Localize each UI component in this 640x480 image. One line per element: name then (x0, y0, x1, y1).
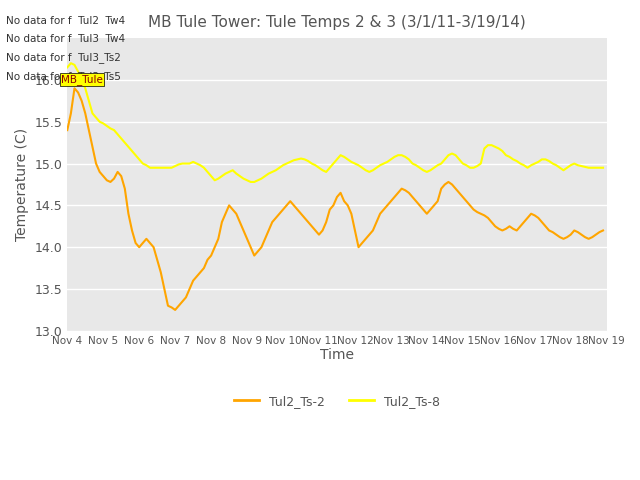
Text: MB_Tule: MB_Tule (61, 73, 102, 84)
Title: MB Tule Tower: Tule Temps 2 & 3 (3/1/11-3/19/14): MB Tule Tower: Tule Temps 2 & 3 (3/1/11-… (148, 15, 526, 30)
Text: No data for f  Tul3_Ts5: No data for f Tul3_Ts5 (6, 71, 121, 82)
Y-axis label: Temperature (C): Temperature (C) (15, 128, 29, 241)
Text: No data for f  Tul3  Tw4: No data for f Tul3 Tw4 (6, 34, 125, 44)
Legend: Tul2_Ts-2, Tul2_Ts-8: Tul2_Ts-2, Tul2_Ts-8 (228, 390, 445, 413)
Text: No data for f  Tul3_Ts2: No data for f Tul3_Ts2 (6, 52, 121, 63)
X-axis label: Time: Time (320, 348, 354, 362)
Text: No data for f  Tul2  Tw4: No data for f Tul2 Tw4 (6, 16, 125, 26)
